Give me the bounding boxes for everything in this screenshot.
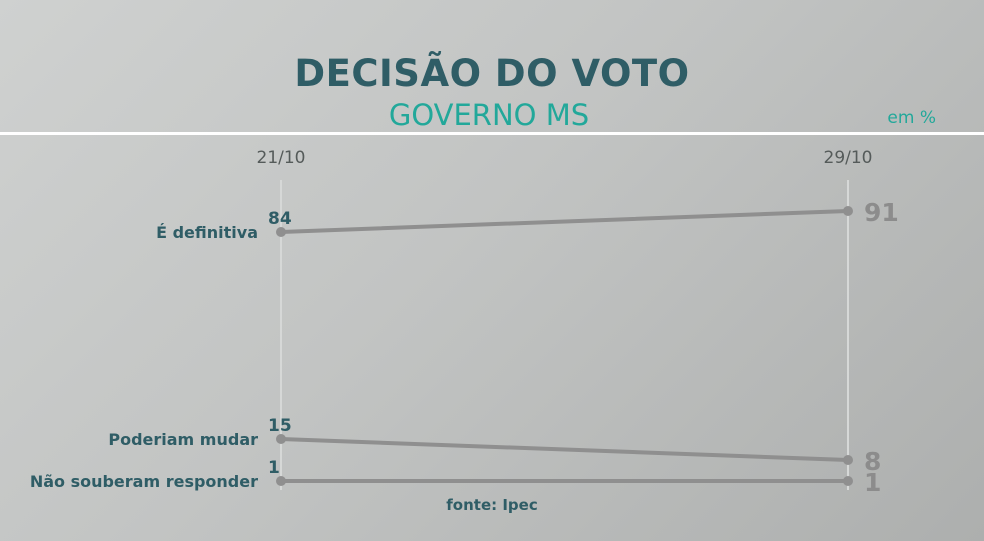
- data-label-start: 15: [268, 416, 292, 436]
- series-label: Não souberam responder: [30, 472, 258, 491]
- data-point: [276, 227, 286, 237]
- series-line: [279, 209, 850, 234]
- date-label: 29/10: [824, 148, 873, 168]
- source-label: fonte: Ipec: [446, 496, 537, 514]
- data-label-end: 8: [864, 447, 881, 476]
- date-axes: 21/10 29/10: [257, 148, 873, 490]
- series-label: É definitiva: [156, 223, 258, 242]
- data-point: [276, 434, 286, 444]
- data-label-start: 1: [268, 458, 280, 478]
- data-label-start: 84: [268, 209, 292, 229]
- data-point: [843, 476, 853, 486]
- unit-label: em %: [887, 108, 936, 128]
- chart-title: DECISÃO DO VOTO: [294, 52, 690, 95]
- series-line: [279, 437, 850, 462]
- data-point: [843, 206, 853, 216]
- title-divider: [0, 132, 984, 135]
- date-label: 21/10: [257, 148, 306, 168]
- series-label: Poderiam mudar: [108, 430, 258, 449]
- data-point: [843, 455, 853, 465]
- chart-subtitle: GOVERNO MS: [388, 98, 590, 132]
- data-label-end: 91: [864, 198, 899, 227]
- data-label-end: 1: [864, 468, 881, 497]
- series-group: É definitiva 84 91 Poderiam mudar 15 8 Não sou…: [30, 198, 899, 497]
- data-point: [276, 476, 286, 486]
